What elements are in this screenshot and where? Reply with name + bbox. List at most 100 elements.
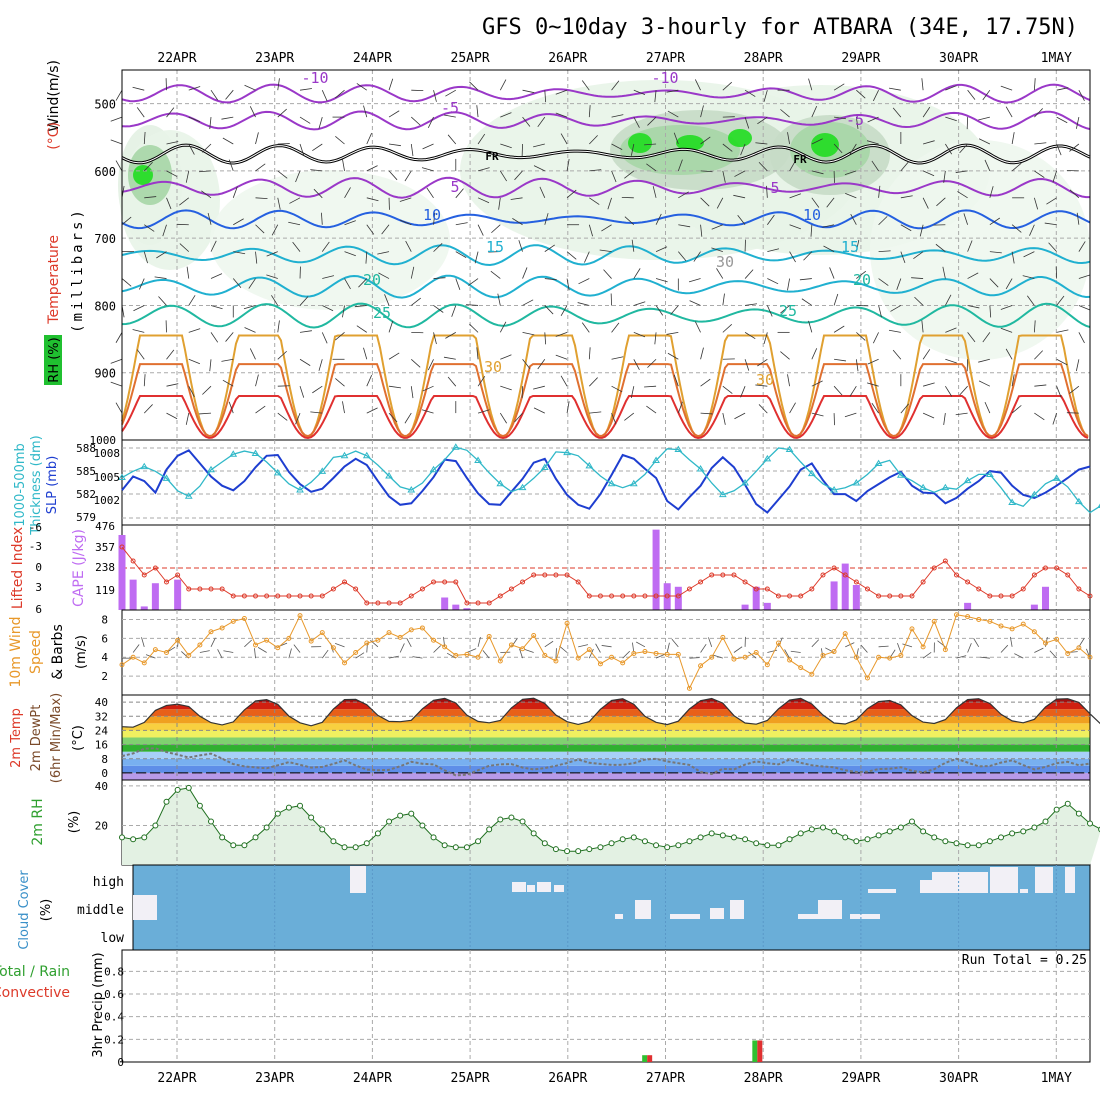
wind-barb [955,412,968,416]
wind-barb [295,412,301,425]
wind-barb [755,384,768,387]
wind-barb [277,78,280,91]
wind-barb [166,197,172,210]
wind-barb [210,240,217,252]
wind-barb [892,349,902,360]
wind-barb-10m [145,654,156,659]
wind-barb [688,278,701,283]
wind-speed-marker [241,616,247,621]
wind-speed-marker [753,650,759,655]
wind-speed-marker [887,655,893,661]
wind-ylabel-3: (m/s) [74,635,89,669]
wind-barb [789,193,801,199]
wind-barb [789,251,796,263]
wind-barb [700,224,703,237]
wind-barb [1034,108,1043,118]
cloud-gap [1020,889,1028,893]
wind-speed-marker [486,633,492,639]
wind-barb-10m [967,643,972,653]
wind-barb [277,197,281,210]
wind-speed-marker [520,646,526,652]
thickness-marker [207,465,215,473]
wind-barb [469,81,479,91]
wind-barb [922,197,929,209]
wind-barb [978,380,991,387]
wind-barb [477,133,486,145]
wind-barb [121,278,132,287]
wind-barb-10m [223,650,234,653]
cape-bar [1030,604,1038,610]
wind-barb [426,187,434,199]
rh-marker [252,834,259,841]
wind-speed-marker [375,637,381,643]
wind-barb-10m [366,642,368,653]
wind-barb [711,247,723,253]
wind-speed-marker [141,660,147,666]
wind-barb [845,192,857,199]
precip-convective-label: Convective [0,985,70,1001]
thickness-marker [518,483,527,491]
wind-barb [1056,386,1062,398]
wind-barb [202,385,212,395]
bottom-date-label: 1MAY [1041,1071,1072,1086]
wind-barb [110,381,123,387]
wind-barb [544,305,554,315]
wind-barb [288,221,301,226]
wind-speed-marker [987,618,993,624]
rh-marker [686,838,693,845]
wind-barb [221,116,234,120]
wind-barb [1034,170,1045,178]
wind-barb [763,332,768,345]
wind-barb [633,359,640,371]
wind-barb [447,134,457,145]
cloud-gap [868,889,896,893]
wind-barb [210,305,223,310]
thickness-marker [162,474,171,481]
wind-speed-marker [475,654,481,660]
isotherm-15 [121,244,1091,267]
wind-barb [143,161,153,172]
rh-marker [1064,800,1071,807]
pressure-tick-label: 1000 [90,434,117,447]
lifted-index-marker [1087,593,1093,599]
cape-ylabel: Lifted Index [10,527,26,609]
wind-speed-marker [653,650,659,656]
rh-marker [1087,820,1093,827]
wind-barb [335,89,345,99]
wind-barb [388,352,400,360]
wind-barb [427,359,434,371]
cloud-tick: middle [77,903,124,918]
thickness-marker [184,492,193,499]
wind-speed-marker [542,652,548,658]
wind-barb [388,385,401,389]
wind-barb [266,274,278,279]
wind-barb [133,305,145,312]
cape-bar [763,602,771,610]
wind-barb [700,105,704,118]
cloud-gap [512,882,526,892]
rh-marker [130,836,137,843]
wind-speed-marker [208,629,214,635]
wind-barb [555,112,568,118]
wind-barb [422,143,434,150]
wind-barb [945,116,957,122]
wind-barb [433,277,446,279]
wind-barb [630,143,635,156]
top-date-label: 27APR [646,51,685,66]
wind-barb [228,159,234,172]
wind-barb [310,169,323,172]
wind-barb [900,161,909,172]
wind-barb [477,197,490,204]
wind-barb [1029,224,1035,236]
thickness-marker [785,445,794,453]
wind-barb [344,278,351,290]
wind-speed-marker [698,663,704,669]
wind-barb [422,385,434,392]
wind-barb [1075,359,1080,372]
wind-barb [1056,143,1062,156]
lifted-index-marker [164,579,170,585]
wind-barb [630,386,635,399]
wind-barb [896,278,902,290]
rh-ylabel: 2m RH [30,798,46,845]
wind-speed-marker [876,654,882,660]
